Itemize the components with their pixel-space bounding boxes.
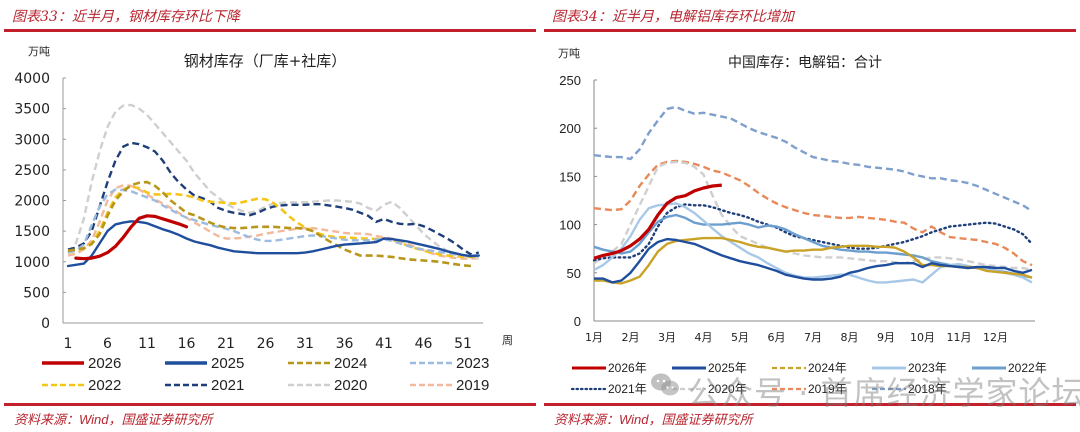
legend-label-2020年: 2020年 xyxy=(708,382,747,396)
x-tick-label: 21 xyxy=(217,336,235,352)
y-axis-unit: 万吨 xyxy=(28,45,50,58)
x-tick-label: 1 xyxy=(64,336,73,352)
legend-label-2023: 2023 xyxy=(456,355,489,372)
y-tick-label: 500 xyxy=(23,285,50,301)
y-tick-label: 100 xyxy=(559,218,581,233)
y-axis-unit: 万吨 xyxy=(558,47,580,60)
legend-label-2025: 2025 xyxy=(211,355,244,372)
y-tick-label: 200 xyxy=(559,121,581,136)
source-prefix: 资料来源： xyxy=(14,413,80,428)
legend-label-2024: 2024 xyxy=(334,355,367,372)
x-tick-label: 3月 xyxy=(658,331,676,344)
x-tick-label: 8月 xyxy=(841,331,859,344)
legend-label-2023年: 2023年 xyxy=(908,361,947,375)
series-line-2019年 xyxy=(593,159,1033,267)
y-tick-label: 250 xyxy=(559,73,581,88)
right-panel: 图表34：近半月，电解铝库存环比增加 资料来源：Wind，国盛证券研究所 中国库… xyxy=(540,0,1080,432)
aluminum-inventory-chart: 中国库存：电解铝：合计 万吨 0 50 100 150 200 250 1月 2月 3月 4月 5月 6月… xyxy=(558,47,1047,396)
series-line-2023 xyxy=(67,188,479,257)
steel-inventory-chart: 钢材库存（厂库+社库） 万吨 0 500 1000 1500 2000 2500 3000 350… xyxy=(14,45,513,394)
legend-label-2024年: 2024年 xyxy=(808,361,847,375)
legend-label-2022: 2022 xyxy=(88,377,121,394)
x-tick-label: 2月 xyxy=(622,331,640,344)
legend-label-2021年: 2021年 xyxy=(608,382,647,396)
series-line-2018年 xyxy=(593,105,1033,213)
chart-title: 中国库存：电解铝：合计 xyxy=(728,55,882,71)
x-tick-label: 4月 xyxy=(695,331,713,344)
source-prefix: 资料来源： xyxy=(554,413,620,428)
y-tick-label: 3000 xyxy=(14,132,50,148)
series-line-2020 xyxy=(67,103,479,260)
x-tick-label: 6月 xyxy=(768,331,786,344)
source-rule xyxy=(4,403,536,406)
source-note: 资料来源：Wind，国盛证券研究所 xyxy=(554,409,753,428)
x-axis-unit: 周 xyxy=(502,334,513,347)
x-tick-label: 16 xyxy=(178,336,196,352)
wechat-icon xyxy=(651,373,679,396)
legend-label-2018年: 2018年 xyxy=(908,382,947,396)
watermark-text: 公众号 · 首席经济学家论坛 xyxy=(688,374,1080,412)
x-tick-label: 6 xyxy=(103,336,112,352)
legend-label-2021: 2021 xyxy=(211,377,244,394)
legend-label-2020: 2020 xyxy=(334,377,367,394)
y-tick-label: 2000 xyxy=(14,194,50,210)
chart-title: 钢材库存（厂库+社库） xyxy=(184,52,347,70)
source-suffix: ，国盛证券研究所 xyxy=(648,413,753,428)
x-tick-label: 41 xyxy=(375,336,393,352)
legend-label-2026: 2026 xyxy=(88,355,121,372)
x-tick-label: 36 xyxy=(336,336,354,352)
y-tick-label: 1000 xyxy=(14,255,50,271)
x-tick-label: 12月 xyxy=(983,331,1008,344)
legend-label-2019年: 2019年 xyxy=(808,382,847,396)
series-line-2021 xyxy=(67,141,480,256)
source-note: 资料来源：Wind，国盛证券研究所 xyxy=(14,409,213,428)
x-tick-label: 11月 xyxy=(947,331,972,344)
y-tick-label: 1500 xyxy=(14,224,50,240)
series-line-2020年 xyxy=(593,160,1033,272)
y-tick-label: 0 xyxy=(574,314,581,329)
left-panel: 图表33：近半月，钢材库存环比下降 资料来源：Wind，国盛证券研究所 钢材库存… xyxy=(4,9,536,428)
source-wind: Wind xyxy=(79,412,109,427)
legend-label-2019: 2019 xyxy=(456,377,489,394)
series-line-2024 xyxy=(67,180,471,268)
y-tick-label: 2500 xyxy=(14,163,50,179)
series-line-2026 xyxy=(74,214,189,261)
series-line-2021年 xyxy=(592,203,1034,262)
x-tick-label: 11 xyxy=(138,336,156,352)
series-line-2025年 xyxy=(594,237,1033,284)
title-rule xyxy=(544,29,1076,32)
x-tick-label: 5月 xyxy=(731,331,749,344)
x-tick-label: 7月 xyxy=(804,331,822,344)
series-line-2026年 xyxy=(593,183,722,260)
y-tick-label: 4000 xyxy=(14,71,50,87)
legend-label-2026年: 2026年 xyxy=(608,361,647,375)
legend-label-2025年: 2025年 xyxy=(708,361,747,375)
x-tick-label: 1月 xyxy=(585,331,603,344)
y-tick-label: 150 xyxy=(559,169,581,184)
y-tick-label: 50 xyxy=(567,266,581,281)
x-tick-label: 10月 xyxy=(910,331,935,344)
figure-title-34: 图表34：近半月，电解铝库存环比增加 xyxy=(552,9,794,25)
legend-label-2022年: 2022年 xyxy=(1008,361,1047,375)
y-tick-label: 3500 xyxy=(14,102,50,118)
figure-title-33: 图表33：近半月，钢材库存环比下降 xyxy=(12,9,240,25)
source-rule xyxy=(544,403,1076,406)
y-tick-label: 0 xyxy=(41,316,50,332)
x-tick-label: 46 xyxy=(415,336,433,352)
series-line-2019 xyxy=(67,184,479,260)
source-suffix: ，国盛证券研究所 xyxy=(108,413,213,428)
x-tick-label: 31 xyxy=(296,336,314,352)
x-tick-label: 9月 xyxy=(877,331,895,344)
x-tick-label: 26 xyxy=(257,336,275,352)
title-rule xyxy=(4,29,536,32)
source-wind: Wind xyxy=(619,412,649,427)
x-tick-label: 51 xyxy=(454,336,472,352)
